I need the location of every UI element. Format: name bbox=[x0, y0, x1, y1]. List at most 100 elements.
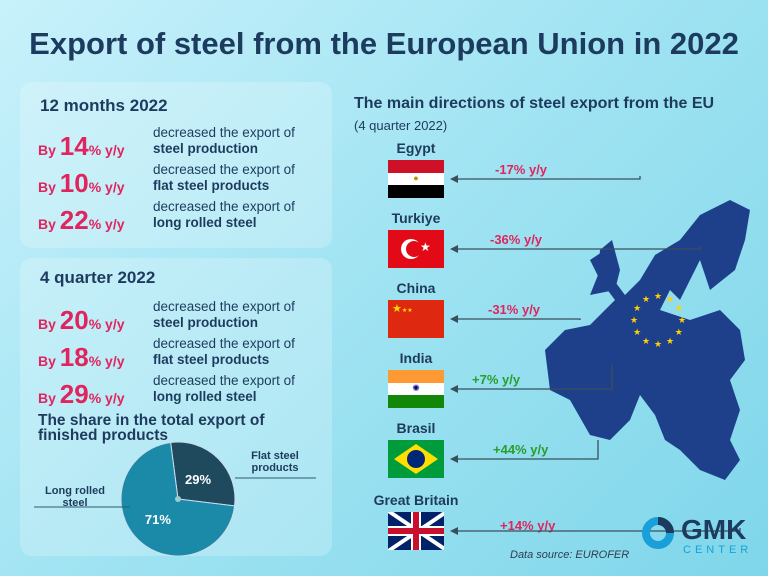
stat-suffix: % y/y bbox=[88, 179, 125, 195]
directions-title: The main directions of steel export from… bbox=[354, 95, 715, 112]
eu-map: ★ ★★★★★★★★★★★ bbox=[545, 200, 750, 480]
flag-great-britain-icon bbox=[388, 512, 444, 550]
stat-prefix: By bbox=[38, 316, 56, 332]
eu-star-icon: ★ bbox=[675, 303, 683, 313]
stat-suffix: % y/y bbox=[88, 353, 125, 369]
pie-chart: 29% 71% bbox=[34, 441, 316, 556]
stat-row: By 14% y/y decreased the export of steel p… bbox=[20, 123, 320, 162]
gmk-logo-name: GMK bbox=[681, 514, 747, 545]
country-turkiye: Turkiye bbox=[391, 210, 441, 226]
uk-shape bbox=[590, 240, 620, 295]
legend-long: Long rolled steel bbox=[45, 485, 105, 509]
stat-item: steel production bbox=[153, 315, 259, 330]
eu-star-icon: ★ bbox=[642, 294, 650, 304]
stat-row: By 10% y/y decreased the export of flat st… bbox=[20, 160, 320, 199]
pie-center bbox=[175, 496, 181, 502]
quarter-heading: 4 quarter 2022 bbox=[40, 268, 156, 287]
flag-turkiye-icon: ★ bbox=[388, 230, 444, 268]
eu-star-icon: ★ bbox=[633, 327, 641, 337]
change-india: +7% y/y bbox=[472, 372, 521, 387]
country-great-britain: Great Britain bbox=[373, 492, 459, 508]
stat-desc: decreased the export of steel production bbox=[153, 299, 295, 331]
change-brasil: +44% y/y bbox=[493, 442, 549, 457]
change-china: -31% y/y bbox=[488, 302, 541, 317]
stat-text: decreased the export of bbox=[153, 336, 295, 351]
eu-map-shape bbox=[545, 200, 750, 480]
stat-text: decreased the export of bbox=[153, 199, 295, 214]
stat-number: 20 bbox=[59, 305, 89, 335]
year-panel: 12 months 2022 bbox=[20, 82, 332, 248]
flag-egypt-icon: ● bbox=[388, 160, 444, 198]
stat-prefix: By bbox=[38, 179, 56, 195]
eu-star-icon: ★ bbox=[633, 303, 641, 313]
stat-text: decreased the export of bbox=[153, 299, 295, 314]
stat-row: By 29% y/y decreased the export of long ro… bbox=[20, 371, 320, 410]
stat-value: By 14% y/y bbox=[38, 131, 125, 162]
stat-item: flat steel products bbox=[153, 178, 270, 193]
stat-number: 14 bbox=[59, 131, 89, 161]
eu-star-icon: ★ bbox=[678, 315, 686, 325]
stat-text: decreased the export of bbox=[153, 125, 295, 140]
stat-number: 22 bbox=[59, 205, 89, 235]
eu-star-icon: ★ bbox=[654, 339, 662, 349]
country-brasil: Brasil bbox=[396, 420, 436, 436]
country-egypt: Egypt bbox=[396, 140, 436, 156]
stat-item: flat steel products bbox=[153, 352, 270, 367]
data-source: Data source: EUROFER bbox=[510, 549, 630, 561]
stat-number: 10 bbox=[59, 168, 89, 198]
stat-value: By 18% y/y bbox=[38, 342, 125, 373]
stat-text: decreased the export of bbox=[153, 162, 295, 177]
stat-suffix: % y/y bbox=[88, 390, 125, 406]
stat-prefix: By bbox=[38, 216, 56, 232]
stat-suffix: % y/y bbox=[88, 216, 125, 232]
gmk-logo-sub: CENTER bbox=[683, 544, 753, 556]
pie-slice bbox=[170, 441, 236, 507]
change-turkiye: -36% y/y bbox=[490, 232, 543, 247]
stat-desc: decreased the export of flat steel produc… bbox=[153, 336, 295, 368]
gmk-logo: GMK CENTER bbox=[641, 514, 761, 566]
stat-row: By 18% y/y decreased the export of flat st… bbox=[20, 334, 320, 373]
pie-label: 71% bbox=[145, 512, 171, 527]
change-egypt: -17% y/y bbox=[495, 162, 548, 177]
eu-star-icon: ★ bbox=[675, 327, 683, 337]
stat-prefix: By bbox=[38, 390, 56, 406]
directions-subtitle: (4 quarter 2022) bbox=[354, 118, 448, 133]
stat-item: long rolled steel bbox=[153, 389, 257, 404]
pie-label: 29% bbox=[185, 472, 211, 487]
stat-value: By 10% y/y bbox=[38, 168, 125, 199]
stat-number: 29 bbox=[59, 379, 89, 409]
country-india: India bbox=[399, 350, 433, 366]
stat-value: By 29% y/y bbox=[38, 379, 125, 410]
stat-desc: decreased the export of steel production bbox=[153, 125, 295, 157]
stat-desc: decreased the export of flat steel produc… bbox=[153, 162, 295, 194]
page-title: Export of steel from the European Union … bbox=[29, 26, 739, 61]
stat-suffix: % y/y bbox=[88, 142, 125, 158]
stat-desc: decreased the export of long rolled steel bbox=[153, 199, 295, 231]
gmk-logo-icon bbox=[642, 517, 674, 549]
country-china: China bbox=[396, 280, 436, 296]
flag-india-icon: ✺ bbox=[388, 370, 444, 408]
eu-star-icon: ★ bbox=[654, 291, 662, 301]
stat-suffix: % y/y bbox=[88, 316, 125, 332]
eu-star-icon: ★ bbox=[666, 336, 674, 346]
pie-title: The share in the total export of finishe… bbox=[38, 412, 265, 444]
eu-star-icon: ★ bbox=[666, 294, 674, 304]
stat-desc: decreased the export of long rolled steel bbox=[153, 373, 295, 405]
flag-brasil-icon bbox=[388, 440, 444, 478]
stat-item: long rolled steel bbox=[153, 215, 257, 230]
change-great-britain: +14% y/y bbox=[500, 518, 556, 533]
stat-value: By 20% y/y bbox=[38, 305, 125, 336]
stat-prefix: By bbox=[38, 353, 56, 369]
stat-row: By 22% y/y decreased the export of long ro… bbox=[20, 197, 320, 236]
legend-flat: Flat steel products bbox=[251, 450, 299, 474]
flag-china-icon: ★★★ bbox=[388, 300, 444, 338]
stat-prefix: By bbox=[38, 142, 56, 158]
stat-number: 18 bbox=[59, 342, 89, 372]
stat-value: By 22% y/y bbox=[38, 205, 125, 236]
eu-star-icon: ★ bbox=[642, 336, 650, 346]
year-heading: 12 months 2022 bbox=[40, 96, 168, 115]
eu-star-icon: ★ bbox=[630, 315, 638, 325]
stat-row: By 20% y/y decreased the export of steel p… bbox=[20, 297, 320, 336]
stat-text: decreased the export of bbox=[153, 373, 295, 388]
stat-item: steel production bbox=[153, 141, 259, 156]
